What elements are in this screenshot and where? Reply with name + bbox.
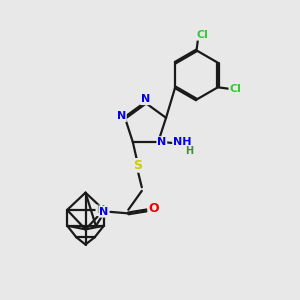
Text: N: N	[141, 94, 150, 104]
Text: H: H	[96, 206, 104, 215]
Text: N: N	[117, 111, 126, 121]
Text: N: N	[99, 207, 109, 217]
Text: Cl: Cl	[229, 84, 241, 94]
Text: N: N	[157, 137, 167, 147]
Text: Cl: Cl	[196, 30, 208, 40]
Text: H: H	[185, 146, 193, 156]
Text: S: S	[133, 159, 142, 172]
Text: NH: NH	[173, 137, 191, 147]
Text: O: O	[148, 202, 159, 215]
